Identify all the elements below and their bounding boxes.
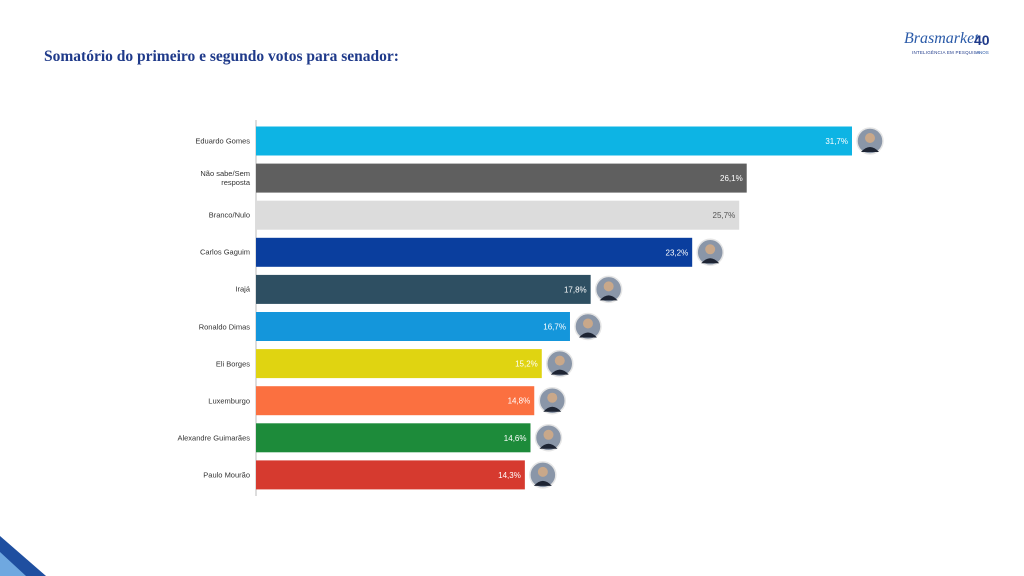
candidate-photo-face: [547, 392, 558, 403]
candidate-photo-body: [550, 369, 569, 375]
value-label: 14,6%: [504, 434, 527, 443]
bar: [256, 237, 693, 267]
category-label: Carlos Gaguim: [199, 247, 250, 257]
bar: [256, 386, 535, 416]
category-label: Irajá: [235, 284, 250, 294]
candidate-photo-face: [554, 355, 565, 366]
bar: [256, 274, 591, 304]
chart-title: Somatório do primeiro e segundo votos pa…: [44, 48, 399, 65]
bar: [256, 423, 531, 453]
category-label: Ronaldo Dimas: [198, 322, 250, 331]
bar: [256, 349, 542, 379]
candidate-photo-body: [599, 295, 618, 301]
corner-decoration: [0, 552, 26, 576]
candidate-photo-face: [543, 429, 554, 440]
bar: [256, 126, 852, 156]
bar: [256, 200, 740, 230]
logo-name: Brasmarket: [904, 30, 979, 47]
candidate-photo-body: [578, 332, 597, 338]
category-label: Eduardo Gomes: [195, 136, 250, 146]
candidate-photo-body: [543, 406, 562, 412]
category-label: Luxemburgo: [208, 396, 250, 406]
candidate-photo-body: [701, 258, 720, 264]
value-label: 31,7%: [825, 137, 848, 146]
logo-years: 40: [974, 32, 990, 48]
logo-years-label: ANOS: [976, 50, 989, 55]
value-label: 14,3%: [498, 471, 521, 480]
candidate-photo-face: [603, 281, 614, 292]
bar: [256, 460, 525, 490]
value-label: 17,8%: [564, 285, 587, 294]
candidate-photo-face: [537, 466, 548, 477]
candidate-photo-face: [705, 244, 716, 255]
candidate-photo-body: [533, 480, 552, 486]
bar: [256, 312, 570, 341]
candidate-photo-face: [865, 133, 875, 143]
category-label: Branco/Nulo: [208, 210, 250, 220]
logo-tagline: INTELIGÊNCIA EM PESQUISA: [912, 50, 981, 55]
value-label: 23,2%: [666, 248, 689, 257]
bar: [256, 163, 747, 193]
category-label: Não sabe/Sem resposta: [200, 169, 250, 188]
value-label: 14,8%: [508, 397, 531, 406]
category-label: Eli Borges: [215, 359, 250, 369]
value-label: 25,7%: [713, 211, 736, 220]
candidate-photo-body: [539, 443, 558, 449]
value-label: 15,2%: [515, 360, 538, 369]
value-label: 16,7%: [543, 323, 566, 332]
candidate-photo-body: [861, 147, 879, 152]
candidate-photo-face: [582, 318, 593, 329]
category-label: Paulo Mourão: [203, 470, 250, 480]
value-label: 26,1%: [720, 174, 743, 183]
category-label: Alexandre Guimarães: [177, 433, 250, 443]
